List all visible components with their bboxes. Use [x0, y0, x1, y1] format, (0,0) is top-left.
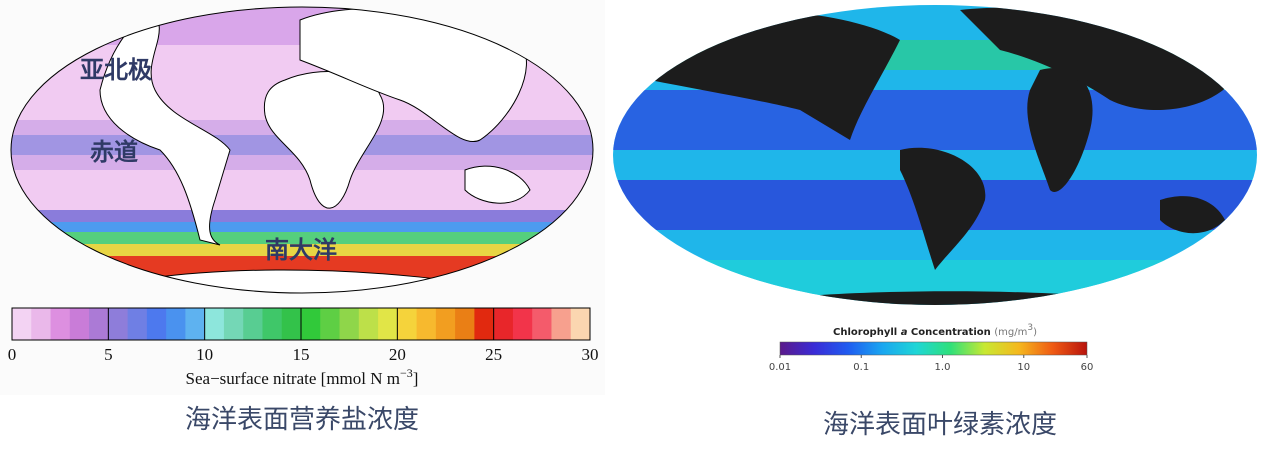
colorbar-swatch	[281, 308, 302, 340]
colorbar-swatch	[12, 308, 32, 340]
colorbar-title: Chlorophyll a Concentration (mg/m3)	[833, 323, 1037, 338]
colorbar-swatch	[320, 308, 341, 340]
tick-label: 0.01	[769, 362, 791, 373]
colorbar-swatch	[397, 308, 418, 340]
colorbar-swatch	[204, 308, 225, 340]
colorbar-swatch	[69, 308, 90, 340]
caption: 海洋表面营养盐浓度	[185, 405, 419, 435]
tick-label: 5	[104, 345, 113, 364]
colorbar-swatch	[455, 308, 475, 340]
tick-label: 0	[8, 345, 17, 364]
tick-label: 25	[485, 345, 502, 364]
colorbar-swatch	[435, 308, 456, 340]
colorbar-swatch	[493, 308, 514, 340]
caption: 海洋表面叶绿素浓度	[823, 410, 1057, 440]
colorbar-swatch	[166, 308, 186, 340]
colorbar-swatch	[474, 308, 495, 340]
colorbar-swatch	[89, 308, 109, 340]
colorbar-swatch	[532, 308, 552, 340]
colorbar-swatch	[416, 308, 437, 340]
colorbar-swatch	[108, 308, 129, 340]
colorbar-swatch	[570, 308, 591, 340]
colorbar-swatch	[378, 308, 398, 340]
colorbar-swatch	[243, 308, 263, 340]
colorbar-swatch	[185, 308, 206, 340]
colorbar-swatch	[301, 308, 321, 340]
tick-label: 20	[389, 345, 406, 364]
tick-label: 60	[1081, 362, 1094, 373]
colorbar-swatch	[127, 308, 148, 340]
map-outline	[10, 6, 594, 294]
colorbar-swatch	[50, 308, 71, 340]
map-label: 南大洋	[265, 236, 337, 264]
tick-label: 10	[196, 345, 213, 364]
tick-label: 0.1	[853, 362, 869, 373]
colorbar-swatch	[358, 308, 379, 340]
right-map	[613, 5, 1257, 305]
tick-label: 1.0	[935, 362, 951, 373]
colorbar-swatch	[262, 308, 283, 340]
map-label: 亚北极	[80, 56, 152, 84]
colorbar-swatch	[339, 308, 360, 340]
colorbar-swatch	[512, 308, 533, 340]
tick-label: 30	[582, 345, 599, 364]
colorbar-swatch	[31, 308, 52, 340]
colorbar-swatch	[551, 308, 572, 340]
tick-label: 15	[293, 345, 310, 364]
colorbar-swatch	[223, 308, 244, 340]
tick-label: 10	[1017, 362, 1030, 373]
colorbar	[779, 341, 1088, 356]
colorbar-swatch	[146, 308, 167, 340]
colorbar-label: Sea−surface nitrate [mmol N m−3]	[186, 366, 419, 388]
map-label: 赤道	[90, 138, 138, 166]
